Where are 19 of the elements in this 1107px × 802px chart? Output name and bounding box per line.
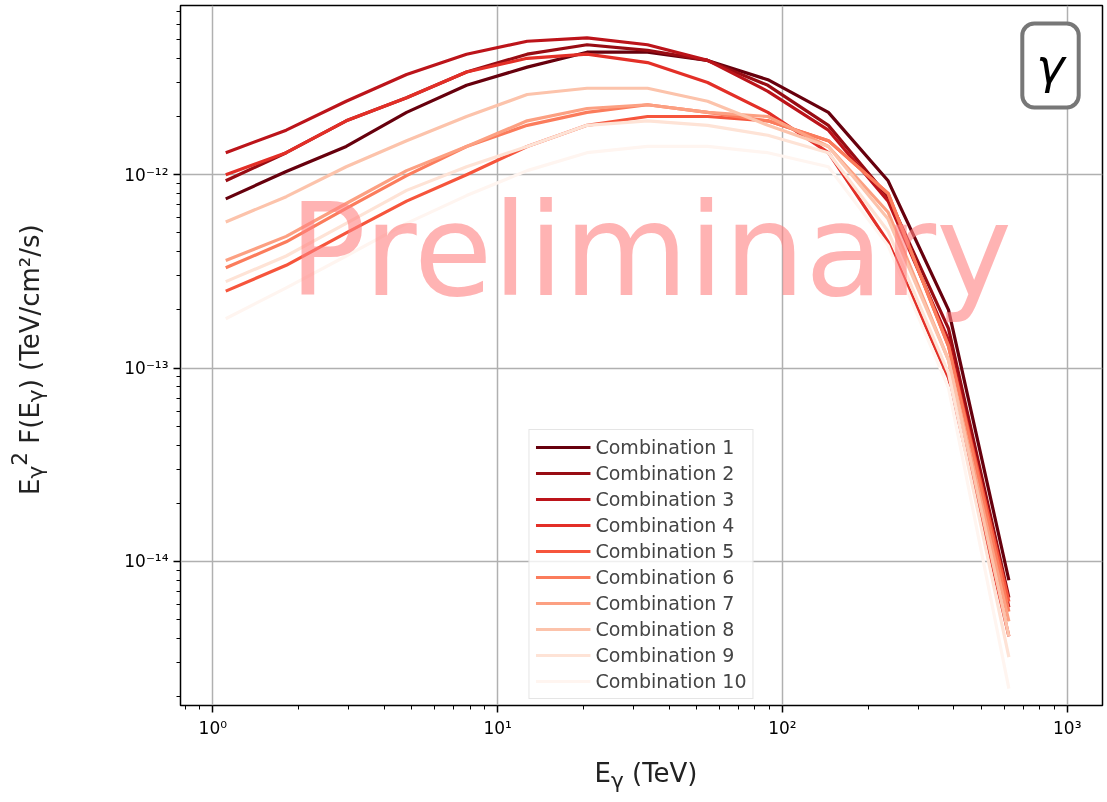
legend-label: Combination 8 [595,618,735,640]
legend-label: Combination 5 [595,540,735,562]
annotation: γ [1036,37,1068,94]
legend-label: Combination 6 [595,566,735,588]
x-axis-title: E$_{γ}$ (TeV) [593,757,699,796]
legend-label: Combination 4 [595,514,735,536]
x-tick-label: 10¹ [483,717,512,738]
legend-label: Combination 7 [595,592,735,614]
x-tick-label: 10³ [1053,717,1082,738]
legend-label: Combination 10 [595,670,747,692]
legend-label: Combination 9 [595,644,735,666]
legend-label: Combination 1 [595,436,735,458]
x-tick-label: 10⁰ [198,717,228,738]
y-tick-label: 10⁻¹³ [124,358,169,379]
y-tick-label: 10⁻¹² [124,164,169,185]
legend-label: Combination 2 [595,462,735,484]
y-tick-label: 10⁻¹⁴ [124,551,169,572]
legend-label: Combination 3 [595,488,735,510]
x-tick-label: 10² [768,717,797,738]
